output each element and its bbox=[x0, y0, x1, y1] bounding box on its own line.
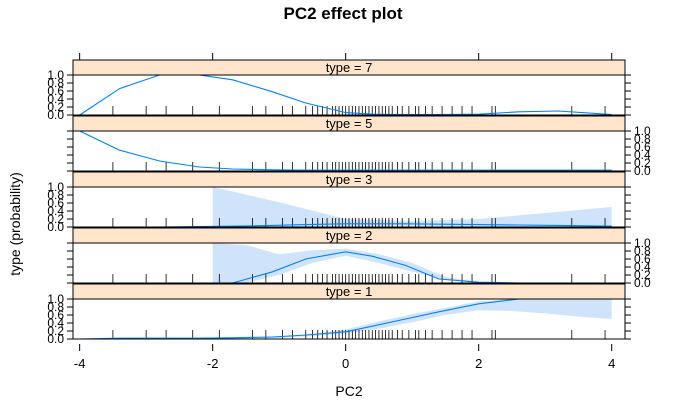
panel-box bbox=[72, 186, 626, 228]
x-tick-label: 4 bbox=[608, 356, 615, 371]
panel-box bbox=[72, 242, 626, 284]
chart-title: PC2 effect plot bbox=[283, 4, 403, 23]
y-tick-label: 1.0 bbox=[47, 180, 64, 194]
y-tick-label: 0.0 bbox=[634, 276, 651, 290]
y-tick-label: 0.6 bbox=[47, 308, 64, 322]
y-tick-label: 0.6 bbox=[634, 252, 651, 266]
y-tick-label: 0.4 bbox=[47, 204, 64, 218]
y-tick-label: 0.0 bbox=[47, 332, 64, 346]
y-tick-label: 0.6 bbox=[47, 84, 64, 98]
x-axis-label: PC2 bbox=[335, 383, 362, 399]
x-tick-label: -2 bbox=[207, 356, 219, 371]
x-tick-label: 2 bbox=[475, 356, 482, 371]
y-tick-label: 0.0 bbox=[47, 220, 64, 234]
y-tick-label: 0.8 bbox=[47, 300, 64, 314]
panel-strip-label: type = 5 bbox=[326, 116, 373, 131]
confidence-band bbox=[212, 187, 612, 227]
y-tick-label: 0.8 bbox=[634, 132, 651, 146]
y-tick-label: 0.2 bbox=[47, 324, 64, 338]
y-tick-label: 0.6 bbox=[47, 196, 64, 210]
y-tick-label: 0.4 bbox=[47, 92, 64, 106]
confidence-band bbox=[212, 299, 612, 339]
panel-strip-label: type = 1 bbox=[326, 284, 373, 299]
y-tick-label: 0.0 bbox=[47, 108, 64, 122]
y-tick-label: 0.2 bbox=[634, 156, 651, 170]
panel-strip-label: type = 3 bbox=[326, 172, 373, 187]
panel-box bbox=[72, 74, 626, 116]
y-tick-label: 1.0 bbox=[47, 292, 64, 306]
x-tick-label: -4 bbox=[74, 356, 86, 371]
y-tick-label: 0.4 bbox=[634, 148, 651, 162]
fit-line bbox=[79, 130, 612, 171]
y-tick-label: 0.4 bbox=[634, 260, 651, 274]
fit-line bbox=[79, 298, 612, 340]
y-tick-label: 0.8 bbox=[634, 244, 651, 258]
y-tick-label: 0.2 bbox=[47, 100, 64, 114]
panel-strip-label: type = 2 bbox=[326, 228, 373, 243]
y-tick-label: 1.0 bbox=[634, 236, 651, 250]
panel-box bbox=[72, 130, 626, 172]
y-tick-label: 0.6 bbox=[634, 140, 651, 154]
panel-strip-label: type = 7 bbox=[326, 60, 373, 75]
y-tick-label: 1.0 bbox=[47, 68, 64, 82]
y-tick-label: 0.0 bbox=[634, 164, 651, 178]
y-tick-label: 0.2 bbox=[634, 268, 651, 282]
y-tick-label: 0.4 bbox=[47, 316, 64, 330]
y-axis-label: type (probability) bbox=[7, 172, 23, 276]
y-tick-label: 1.0 bbox=[634, 124, 651, 138]
x-tick-label: 0 bbox=[342, 356, 349, 371]
y-tick-label: 0.2 bbox=[47, 212, 64, 226]
panel-box bbox=[72, 298, 626, 340]
confidence-band bbox=[212, 243, 479, 283]
y-tick-label: 0.8 bbox=[47, 76, 64, 90]
y-tick-label: 0.8 bbox=[47, 188, 64, 202]
